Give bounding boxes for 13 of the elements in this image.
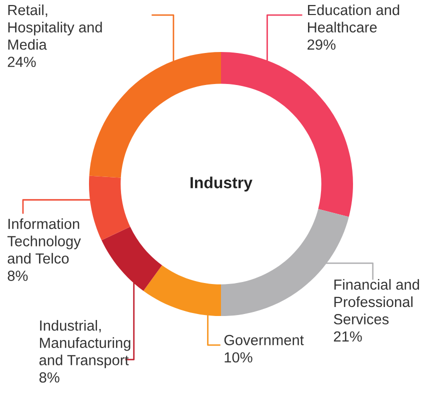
data-label: 10% — [224, 352, 252, 363]
slice-label: Retail, Hospitality and Media — [8, 4, 102, 50]
data-label: 21% — [334, 331, 362, 342]
slice-label: Information Technology and Telco — [7, 218, 81, 264]
text: Industry — [190, 176, 252, 192]
slice-label: Financial and Professional Services — [334, 279, 420, 324]
slice-label: Education and Healthcare — [308, 4, 400, 32]
data-label: 8% — [8, 270, 28, 281]
data-label: 29% — [308, 39, 336, 50]
data-label: 24% — [8, 56, 36, 68]
slice-label: Government — [224, 334, 304, 346]
data-label: 8% — [39, 372, 60, 383]
slice-label: Industrial, Manufacturing and Transport — [39, 320, 130, 368]
